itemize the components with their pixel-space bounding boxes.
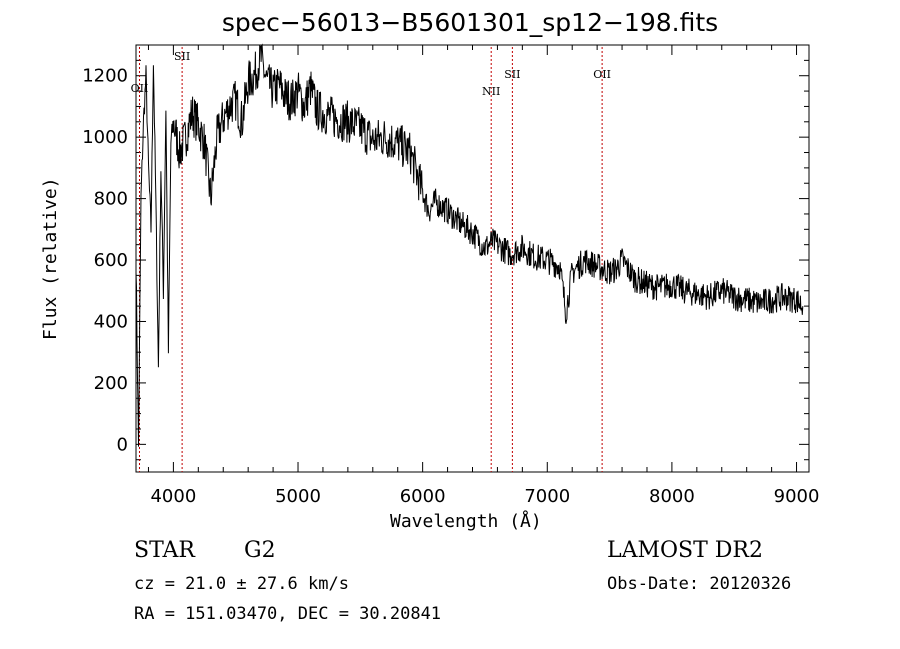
line-marker-label: SII [174,50,190,63]
x-tick-label: 6000 [400,486,446,507]
y-tick-label: 0 [117,434,128,455]
line-marker-label: NII [482,85,500,98]
emission-lines: OII SII NII SII OII [131,47,611,472]
x-tick-label: 5000 [275,486,321,507]
x-tick-label: 7000 [524,486,570,507]
plot-frame [135,44,810,473]
ra-dec: RA = 151.03470, DEC = 30.20841 [134,604,442,624]
x-tick-label: 4000 [150,486,196,507]
line-marker-label: OII [131,82,149,95]
line-marker-label: OII [593,68,611,81]
y-tick-label: 400 [94,311,128,332]
x-tick-label: 8000 [649,486,695,507]
x-axis-label: Wavelength (Å) [390,511,542,532]
y-tick-label: 800 [94,189,128,210]
spectrum-line [135,43,804,447]
chart-title: spec−56013−B5601301_sp12−198.fits [221,8,719,37]
observation-date: Obs-Date: 20120326 [607,574,792,594]
redshift-velocity: cz = 21.0 ± 27.6 km/s [134,574,349,594]
survey-name: LAMOST DR2 [607,538,763,563]
x-axis: 4000 5000 6000 7000 8000 9000 [147,45,820,507]
y-tick-label: 1000 [82,127,128,148]
y-axis-label: Flux (relative) [40,177,61,340]
y-tick-label: 1200 [82,66,128,87]
object-class: STAR [134,538,195,563]
spectral-subclass: G2 [244,538,276,563]
x-tick-label: 9000 [774,486,820,507]
y-tick-label: 600 [94,250,128,271]
y-tick-label: 200 [94,373,128,394]
y-axis: 0 200 400 600 800 1000 1200 [82,44,809,461]
line-marker-label: SII [504,68,520,81]
